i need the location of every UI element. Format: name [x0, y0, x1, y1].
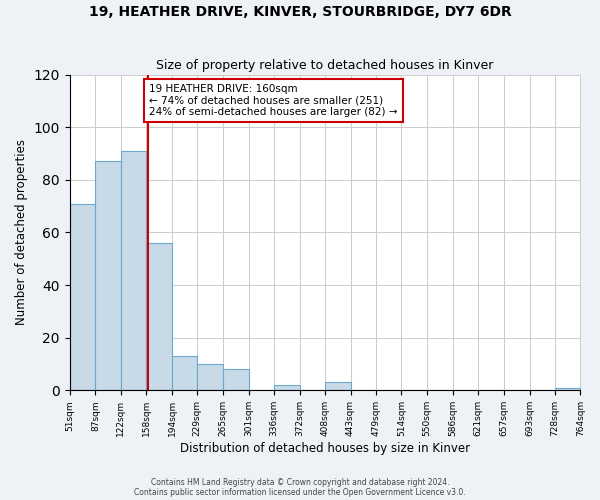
Bar [325, 382, 350, 390]
Bar [197, 364, 223, 390]
Bar [555, 388, 580, 390]
Bar [70, 204, 95, 390]
Bar [274, 385, 299, 390]
Bar [172, 356, 197, 390]
Bar [121, 151, 146, 390]
X-axis label: Distribution of detached houses by size in Kinver: Distribution of detached houses by size … [180, 442, 470, 455]
Text: Contains HM Land Registry data © Crown copyright and database right 2024.
Contai: Contains HM Land Registry data © Crown c… [134, 478, 466, 497]
Bar [146, 243, 172, 390]
Text: 19, HEATHER DRIVE, KINVER, STOURBRIDGE, DY7 6DR: 19, HEATHER DRIVE, KINVER, STOURBRIDGE, … [89, 5, 511, 19]
Bar [95, 162, 121, 390]
Text: 19 HEATHER DRIVE: 160sqm
← 74% of detached houses are smaller (251)
24% of semi-: 19 HEATHER DRIVE: 160sqm ← 74% of detach… [149, 84, 397, 117]
Bar [223, 370, 249, 390]
Y-axis label: Number of detached properties: Number of detached properties [15, 140, 28, 326]
Title: Size of property relative to detached houses in Kinver: Size of property relative to detached ho… [157, 59, 494, 72]
